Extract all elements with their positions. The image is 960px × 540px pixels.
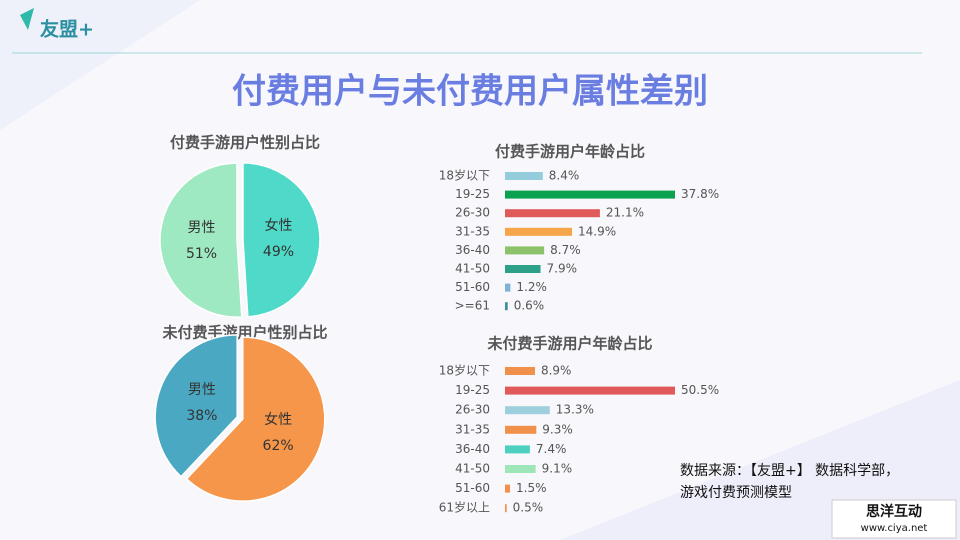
watermark-name: 思洋互动 xyxy=(866,503,922,520)
logo: 友盟+ xyxy=(40,18,94,41)
slice-label: 51% xyxy=(186,246,217,262)
chart-title: 未付费手游用户年龄占比 xyxy=(486,335,652,353)
pie-slice xyxy=(185,336,326,502)
category-label: 61岁以上 xyxy=(439,500,490,515)
slice-label: 38% xyxy=(186,408,217,424)
bar xyxy=(505,265,541,273)
bar xyxy=(505,406,550,415)
category-label: 51-60 xyxy=(455,280,490,294)
category-label: 31-35 xyxy=(455,422,490,436)
category-label: 41-50 xyxy=(455,262,490,276)
bar xyxy=(505,465,536,473)
bar xyxy=(505,484,511,493)
value-label: 13.3% xyxy=(556,403,594,417)
slice-label: 62% xyxy=(263,438,294,454)
value-label: 8.9% xyxy=(541,364,572,378)
value-label: 8.7% xyxy=(550,243,581,257)
pie-slice xyxy=(154,334,238,478)
value-label: 9.1% xyxy=(542,462,573,476)
value-label: 9.3% xyxy=(542,422,573,436)
value-label: 7.4% xyxy=(536,442,567,456)
value-label: 1.2% xyxy=(516,280,547,294)
slice-category: 男性 xyxy=(188,382,216,398)
bar xyxy=(505,246,545,255)
decoration xyxy=(0,0,200,130)
category-label: 18岁以下 xyxy=(439,363,490,378)
category-label: 41-50 xyxy=(455,462,490,476)
value-label: 8.4% xyxy=(549,169,580,183)
category-label: 36-40 xyxy=(455,243,490,257)
bar xyxy=(505,425,537,434)
bar xyxy=(505,190,675,199)
watermark-url: www.ciya.net xyxy=(861,523,928,534)
source-note: 数据来源：【友盟+】 数据科学部， xyxy=(680,463,899,479)
bar xyxy=(505,227,573,236)
bar xyxy=(505,367,535,375)
chart-title: 未付费手游用户性别占比 xyxy=(161,324,327,342)
value-label: 0.6% xyxy=(514,299,545,313)
watermark-box xyxy=(831,499,957,539)
category-label: 18岁以下 xyxy=(439,168,490,183)
logo-icon xyxy=(20,8,34,30)
bar xyxy=(505,504,507,513)
category-label: 36-40 xyxy=(455,442,490,456)
pie-slice xyxy=(242,162,321,318)
chart-title: 付费手游用户性别占比 xyxy=(170,134,320,152)
value-label: 14.9% xyxy=(578,224,616,238)
bar xyxy=(505,209,600,218)
chart-title: 付费手游用户年龄占比 xyxy=(495,143,645,161)
category-label: 26-30 xyxy=(455,206,490,220)
bar xyxy=(505,445,530,454)
category-label: >=61 xyxy=(455,299,490,313)
pie-slice xyxy=(159,162,243,318)
value-label: 50.5% xyxy=(681,383,719,397)
category-label: 19-25 xyxy=(455,187,490,201)
slice-label: 49% xyxy=(263,244,294,260)
category-label: 19-25 xyxy=(455,383,490,397)
value-label: 0.5% xyxy=(513,501,544,515)
bar xyxy=(505,283,511,292)
category-label: 26-30 xyxy=(455,403,490,417)
bar xyxy=(505,302,508,311)
value-label: 1.5% xyxy=(516,481,547,495)
category-label: 51-60 xyxy=(455,481,490,495)
bar xyxy=(505,172,543,180)
slide-title: 付费用户与未付费用户属性差别 xyxy=(232,72,708,112)
bar xyxy=(505,386,675,395)
slice-category: 女性 xyxy=(264,217,292,234)
slice-category: 女性 xyxy=(264,411,292,428)
slice-category: 男性 xyxy=(188,220,216,236)
value-label: 37.8% xyxy=(681,187,719,201)
value-label: 21.1% xyxy=(606,206,644,220)
source-note: 游戏付费预测模型 xyxy=(680,485,792,501)
category-label: 31-35 xyxy=(455,224,490,238)
value-label: 7.9% xyxy=(547,262,578,276)
